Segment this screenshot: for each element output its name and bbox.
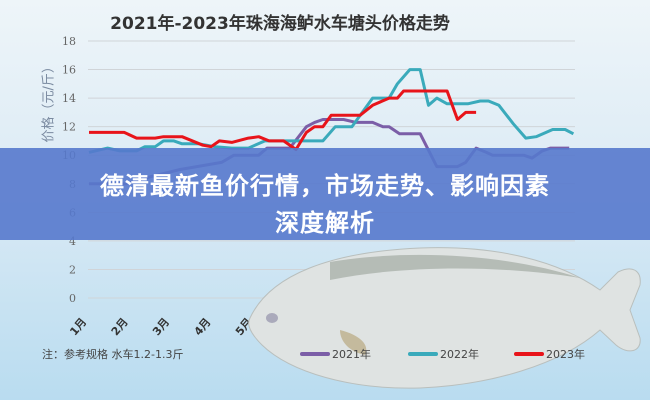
- y-tick-label: 18: [62, 35, 76, 48]
- headline-banner: 德清最新鱼价行情，市场走势、影响因素 深度解析: [0, 148, 650, 240]
- y-tick-label: 16: [62, 64, 76, 77]
- chart-note: 注：参考规格 水车1.2-1.3斤: [42, 348, 184, 361]
- y-axis-label: 价格（元/斤）: [41, 60, 57, 143]
- x-tick-label: 1月: [67, 316, 89, 339]
- y-tick-label: 14: [62, 92, 76, 105]
- y-tick-label: 0: [69, 292, 76, 305]
- legend-swatch-2021: [300, 352, 330, 356]
- headline-line-2: 深度解析: [275, 209, 375, 237]
- legend-swatch-2022: [408, 352, 438, 356]
- y-tick-label: 12: [62, 121, 76, 134]
- series-line-2022年: [88, 68, 575, 154]
- legend-2022: 2022年: [408, 346, 479, 362]
- legend-label-2023: 2023年: [546, 348, 585, 361]
- y-tick-label: 4: [69, 235, 76, 248]
- legend-swatch-2023: [514, 352, 544, 356]
- headline-line-1: 德清最新鱼价行情，市场走势、影响因素: [100, 172, 550, 200]
- series-line-2023年: [89, 89, 477, 151]
- legend-2021: 2021年: [300, 346, 371, 362]
- fish-image: [248, 247, 641, 389]
- x-tick-label: 4月: [192, 316, 214, 339]
- legend-label-2022: 2022年: [440, 348, 479, 361]
- y-tick-label: 2: [69, 263, 76, 276]
- x-tick-label: 2月: [109, 316, 131, 339]
- chart-title: 2021年-2023年珠海海鲈水车塘头价格走势: [110, 14, 450, 34]
- legend-2023: 2023年: [514, 346, 585, 362]
- x-tick-label: 3月: [150, 316, 172, 339]
- legend-label-2021: 2021年: [332, 348, 371, 361]
